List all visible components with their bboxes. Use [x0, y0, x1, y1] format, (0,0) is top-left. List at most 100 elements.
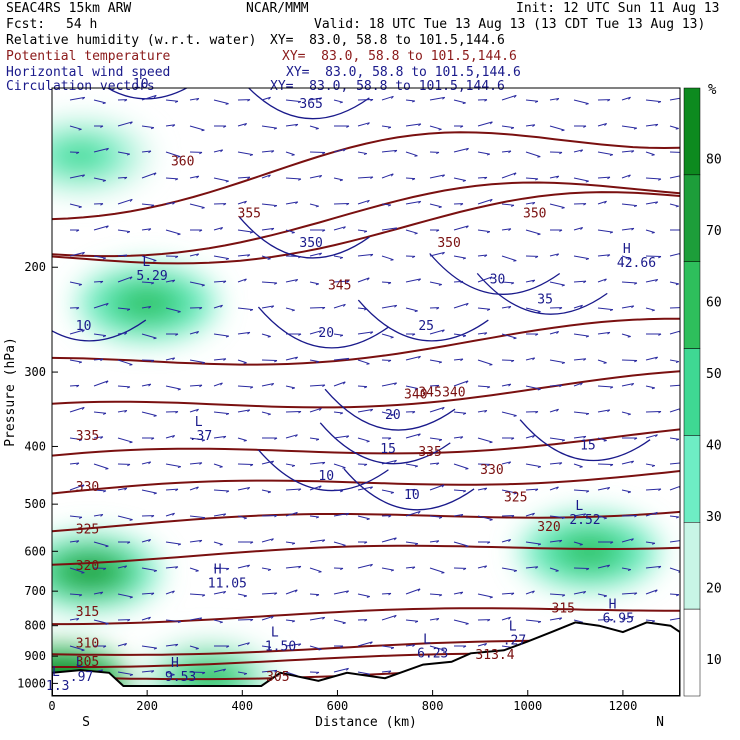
vector-head: [603, 362, 607, 364]
vector-head: [76, 462, 80, 466]
vector-head: [508, 150, 512, 154]
vector-arrow: [453, 513, 463, 517]
vector-arrow: [525, 99, 538, 102]
vector-head: [487, 386, 491, 389]
vector-arrow: [597, 515, 607, 519]
vector-head: [460, 125, 464, 128]
vector-head: [462, 412, 467, 415]
vector-head: [436, 618, 440, 621]
theta-label: 330: [76, 480, 99, 495]
vector-arrow: [405, 588, 421, 595]
vector-arrow: [357, 563, 373, 569]
vector-arrow: [189, 97, 199, 101]
vector-head: [462, 102, 466, 105]
vector-head: [675, 438, 680, 441]
vector-arrow: [237, 254, 250, 257]
vector-arrow: [429, 567, 445, 574]
vector-head: [394, 305, 398, 308]
vector-head: [651, 154, 655, 156]
vector-arrow: [357, 408, 373, 413]
vector-arrow: [525, 488, 539, 491]
wind-label: 365: [299, 97, 322, 112]
field-xy-rh: XY= 83.0, 58.8 to 101.5,144.6: [270, 33, 505, 48]
vector-arrow: [477, 359, 493, 366]
vector-head: [151, 282, 155, 285]
vector-head: [532, 512, 535, 516]
vector-head: [634, 437, 638, 440]
x-tick-label: 400: [231, 699, 253, 713]
vector-arrow: [381, 670, 392, 673]
vector-head: [250, 386, 254, 389]
vector-head: [513, 337, 517, 340]
vector-head: [559, 229, 563, 232]
vector-head: [436, 229, 440, 232]
wind-contour-15: [319, 422, 451, 465]
vector-arrow: [405, 151, 418, 157]
vector-arrow: [477, 565, 487, 569]
vector-head: [295, 201, 299, 205]
vector-arrow: [573, 280, 587, 283]
vector-head: [78, 516, 83, 519]
vector-head: [366, 518, 370, 521]
colorbar-tick-label: 70: [706, 224, 722, 239]
vector-arrow: [237, 359, 247, 364]
vector-arrow: [453, 333, 466, 337]
vector-head: [654, 511, 658, 515]
vector-head: [247, 331, 251, 335]
colorbar-segment: [683, 174, 701, 262]
vector-head: [658, 488, 662, 491]
vector-arrow: [261, 150, 274, 153]
extremum-value: .37: [189, 429, 212, 444]
forecast-hours: 54 h: [66, 17, 98, 32]
vector-arrow: [453, 147, 469, 153]
vector-head: [583, 280, 587, 284]
vector-head: [561, 284, 565, 287]
vector-head: [267, 258, 271, 260]
potential-temperature-contours: [52, 131, 680, 681]
vector-arrow: [669, 593, 680, 596]
vector-head: [315, 127, 319, 130]
vector-arrow: [309, 151, 326, 154]
wind-contour-25: [357, 299, 489, 342]
theta-label: 330: [480, 463, 503, 478]
vector-arrow: [669, 281, 679, 285]
vector-arrow: [645, 307, 655, 311]
vector-head: [586, 490, 590, 493]
vector-head: [556, 98, 560, 101]
vector-head: [651, 387, 655, 390]
vector-head: [346, 280, 350, 283]
colorbar-unit: %: [708, 82, 717, 98]
vector-arrow: [141, 461, 151, 465]
vector-arrow: [69, 645, 85, 651]
vector-arrow: [69, 203, 82, 208]
vector-head: [247, 409, 251, 413]
vector-arrow: [381, 125, 391, 128]
vector-head: [438, 284, 442, 286]
vector-arrow: [93, 302, 109, 309]
vector-arrow: [261, 305, 274, 309]
vector-arrow: [645, 511, 658, 517]
vector-head: [465, 225, 469, 229]
vector-head: [651, 309, 655, 312]
vector-head: [390, 569, 394, 572]
vector-head: [484, 565, 488, 569]
vector-arrow: [213, 591, 226, 595]
vector-head: [319, 97, 323, 101]
vector-arrow: [549, 462, 562, 465]
vector-head: [412, 566, 416, 570]
vector-head: [414, 620, 419, 623]
vector-head: [651, 465, 656, 467]
vector-head: [414, 388, 418, 390]
theta-label: 305: [76, 655, 99, 670]
theta-label: 350: [523, 206, 546, 221]
vector-arrow: [261, 567, 271, 571]
vector-arrow: [621, 411, 631, 415]
vector-head: [298, 643, 302, 647]
vector-arrow: [669, 151, 680, 153]
vector-head: [655, 123, 659, 127]
vector-head: [580, 227, 584, 230]
extremum-value: 5.29: [136, 269, 167, 284]
vector-head: [655, 279, 659, 282]
vector-arrow: [237, 229, 253, 233]
vector-arrow: [645, 385, 655, 389]
